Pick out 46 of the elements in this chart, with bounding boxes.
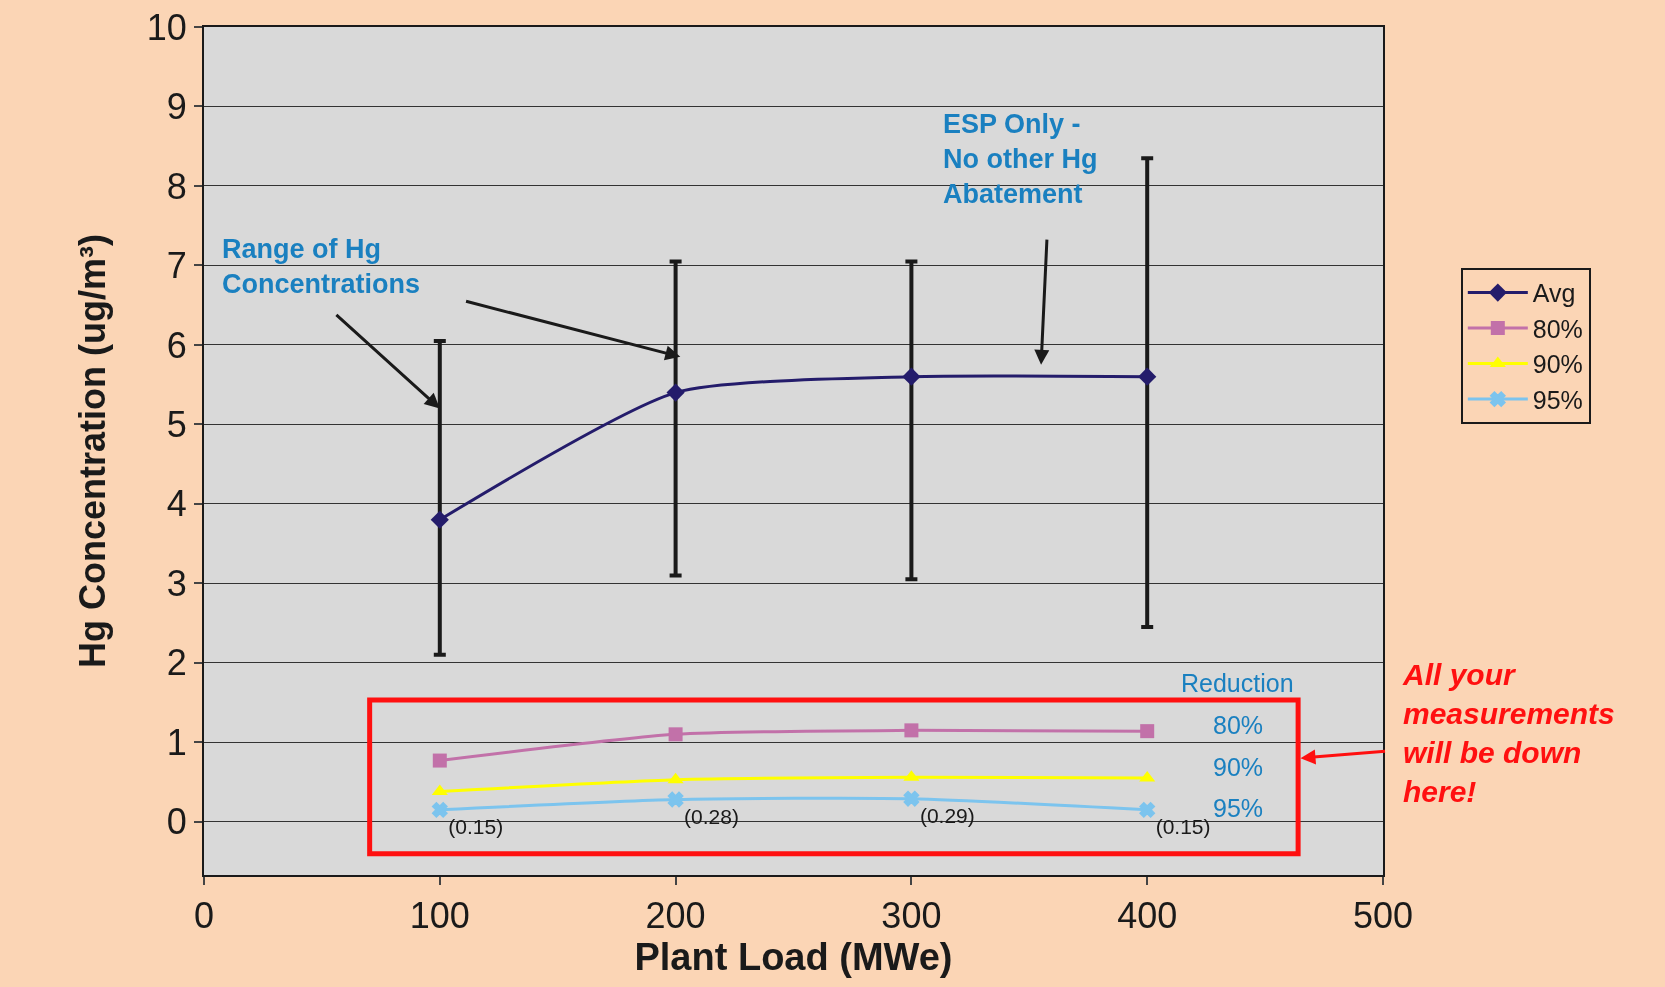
data-label: (0.15) — [1155, 815, 1211, 839]
y-tick-label: 3 — [166, 562, 187, 604]
y-tick-label: 9 — [166, 86, 187, 128]
point — [430, 510, 449, 529]
text: All your measurements will be down here! — [1402, 658, 1615, 808]
point — [1140, 724, 1155, 739]
x-axis-title: Plant Load (MWe) — [634, 936, 953, 979]
point — [667, 791, 684, 808]
annotation: Range of Hg Concentrations — [222, 234, 421, 300]
y-tick-label: 5 — [166, 403, 187, 445]
y-tick-label: 0 — [166, 801, 187, 843]
x-tick-label: 100 — [409, 895, 470, 937]
legend-label: Avg — [1532, 279, 1576, 308]
point — [668, 727, 683, 742]
x-tick-label: 200 — [645, 895, 706, 937]
annotation: Reduction — [1181, 669, 1294, 697]
legend-label: 90% — [1532, 350, 1583, 379]
point — [432, 802, 448, 818]
x-tick-label: 0 — [193, 895, 215, 937]
y-tick-label: 1 — [166, 721, 187, 763]
y-tick-label: 2 — [166, 642, 187, 684]
y-tick-label: 10 — [146, 6, 187, 48]
point — [1139, 802, 1155, 818]
annotation: 90% — [1213, 753, 1264, 781]
y-tick-label: 7 — [166, 245, 187, 287]
annotation: ESP Only - No other Hg Abatement — [943, 109, 1098, 210]
legend-label: 80% — [1532, 314, 1583, 343]
annotation: 95% — [1213, 794, 1264, 822]
point — [904, 723, 919, 738]
point — [1138, 367, 1157, 386]
point — [432, 753, 447, 768]
x-tick-label: 300 — [881, 895, 942, 937]
x-tick-label: 400 — [1117, 895, 1178, 937]
y-tick-label: 4 — [166, 483, 187, 525]
data-label: (0.15) — [448, 815, 504, 839]
x-tick-label: 500 — [1352, 895, 1414, 937]
y-tick-label: 6 — [166, 324, 187, 366]
point — [902, 367, 921, 386]
point — [431, 784, 448, 796]
legend-label: 95% — [1532, 385, 1583, 414]
point — [667, 772, 684, 784]
y-axis-title: Hg Concentration (ug/m³) — [72, 234, 114, 668]
point — [666, 383, 685, 402]
y-tick-label: 8 — [166, 165, 187, 207]
point — [903, 790, 920, 807]
annotation: 80% — [1213, 711, 1264, 739]
